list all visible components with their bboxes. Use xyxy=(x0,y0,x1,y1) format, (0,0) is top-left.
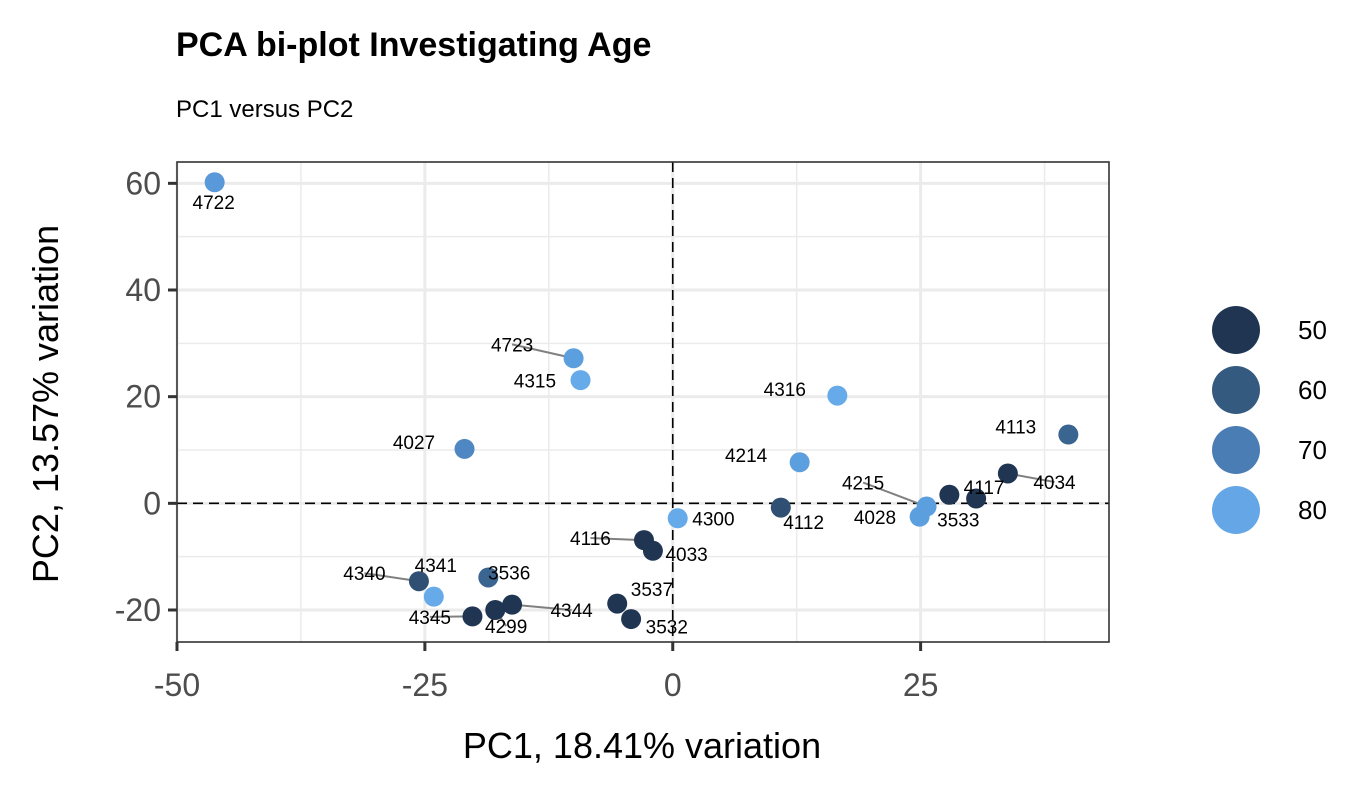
data-point xyxy=(827,385,848,406)
x-axis-title: PC1, 18.41% variation xyxy=(463,725,821,766)
point-label: 4113 xyxy=(995,418,1036,439)
y-tick-label: -20 xyxy=(115,592,161,628)
point-label: 4315 xyxy=(514,372,556,393)
point-label: 4116 xyxy=(570,529,611,550)
label-connector xyxy=(862,481,927,508)
data-point xyxy=(789,452,810,473)
data-point xyxy=(621,609,642,630)
point-labels: 4722 4723 4315 4027 4316 4214 4113 4034 4117 3533… xyxy=(193,193,1076,639)
data-point xyxy=(607,593,628,614)
y-tick-label: 0 xyxy=(143,485,161,521)
data-point xyxy=(462,606,483,627)
point-label: 4722 xyxy=(193,193,235,214)
legend-key xyxy=(1212,486,1260,534)
data-point xyxy=(478,567,499,588)
reference-lines xyxy=(177,162,1109,642)
data-point xyxy=(966,488,987,509)
major-gridlines xyxy=(175,162,1109,642)
point-label: 4345 xyxy=(409,608,451,629)
axis-ticks: -50 -25 0 25 -20 0 20 40 60 xyxy=(115,165,939,703)
point-label: 4723 xyxy=(491,335,533,356)
legend-key xyxy=(1212,306,1260,354)
data-point xyxy=(1058,424,1079,445)
label-connector xyxy=(511,343,574,360)
point-label: 4316 xyxy=(764,380,806,401)
legend-label: 60 xyxy=(1298,375,1327,405)
point-label: 4027 xyxy=(393,433,435,454)
x-tick-label: 25 xyxy=(903,667,939,703)
minor-gridlines xyxy=(177,162,1109,642)
point-label: 4214 xyxy=(725,446,768,467)
legend-key xyxy=(1212,366,1260,414)
data-point xyxy=(408,571,429,592)
point-label: 4028 xyxy=(854,508,896,529)
point-label: 4341 xyxy=(415,556,457,577)
data-point xyxy=(454,438,475,459)
data-point xyxy=(642,540,663,561)
point-label: 4215 xyxy=(842,474,884,495)
x-tick-label: -25 xyxy=(402,667,448,703)
data-point xyxy=(485,600,506,620)
point-label: 4033 xyxy=(665,545,707,566)
data-point xyxy=(939,484,960,505)
point-label: 4034 xyxy=(1033,473,1076,494)
point-label: 3536 xyxy=(488,564,530,585)
data-point xyxy=(502,594,523,615)
plot-panel-border xyxy=(176,161,1110,643)
data-point xyxy=(667,508,688,529)
y-tick-label: 60 xyxy=(125,165,161,201)
point-label: 3533 xyxy=(937,510,979,531)
data-point xyxy=(570,370,591,391)
data-points xyxy=(204,172,1079,630)
point-label: 4112 xyxy=(783,513,824,534)
x-tick-label: 0 xyxy=(664,667,682,703)
legend-label: 70 xyxy=(1298,435,1327,465)
data-point xyxy=(423,586,444,607)
legend: 50 60 70 80 xyxy=(1212,306,1327,534)
data-point xyxy=(909,506,930,527)
x-tick-label: -50 xyxy=(154,667,200,703)
point-label: 3537 xyxy=(631,580,673,601)
point-label: 4300 xyxy=(692,509,734,530)
y-tick-label: 20 xyxy=(125,379,161,415)
data-point xyxy=(204,172,225,193)
point-label: 4299 xyxy=(485,617,527,638)
chart-title: PCA bi-plot Investigating Age xyxy=(176,26,652,64)
y-tick-label: 40 xyxy=(125,272,161,308)
data-point xyxy=(563,348,584,369)
point-label: 4340 xyxy=(343,564,385,585)
legend-label: 50 xyxy=(1298,315,1327,345)
y-axis-title: PC2, 13.57% variation xyxy=(25,225,66,583)
point-label: 4117 xyxy=(964,478,1005,499)
legend-label: 80 xyxy=(1298,495,1327,525)
legend-key xyxy=(1212,426,1260,474)
data-point xyxy=(997,463,1018,484)
point-label: 3532 xyxy=(646,618,688,639)
point-label: 4344 xyxy=(550,601,593,622)
data-point xyxy=(770,497,791,518)
chart-subtitle: PC1 versus PC2 xyxy=(176,96,354,123)
